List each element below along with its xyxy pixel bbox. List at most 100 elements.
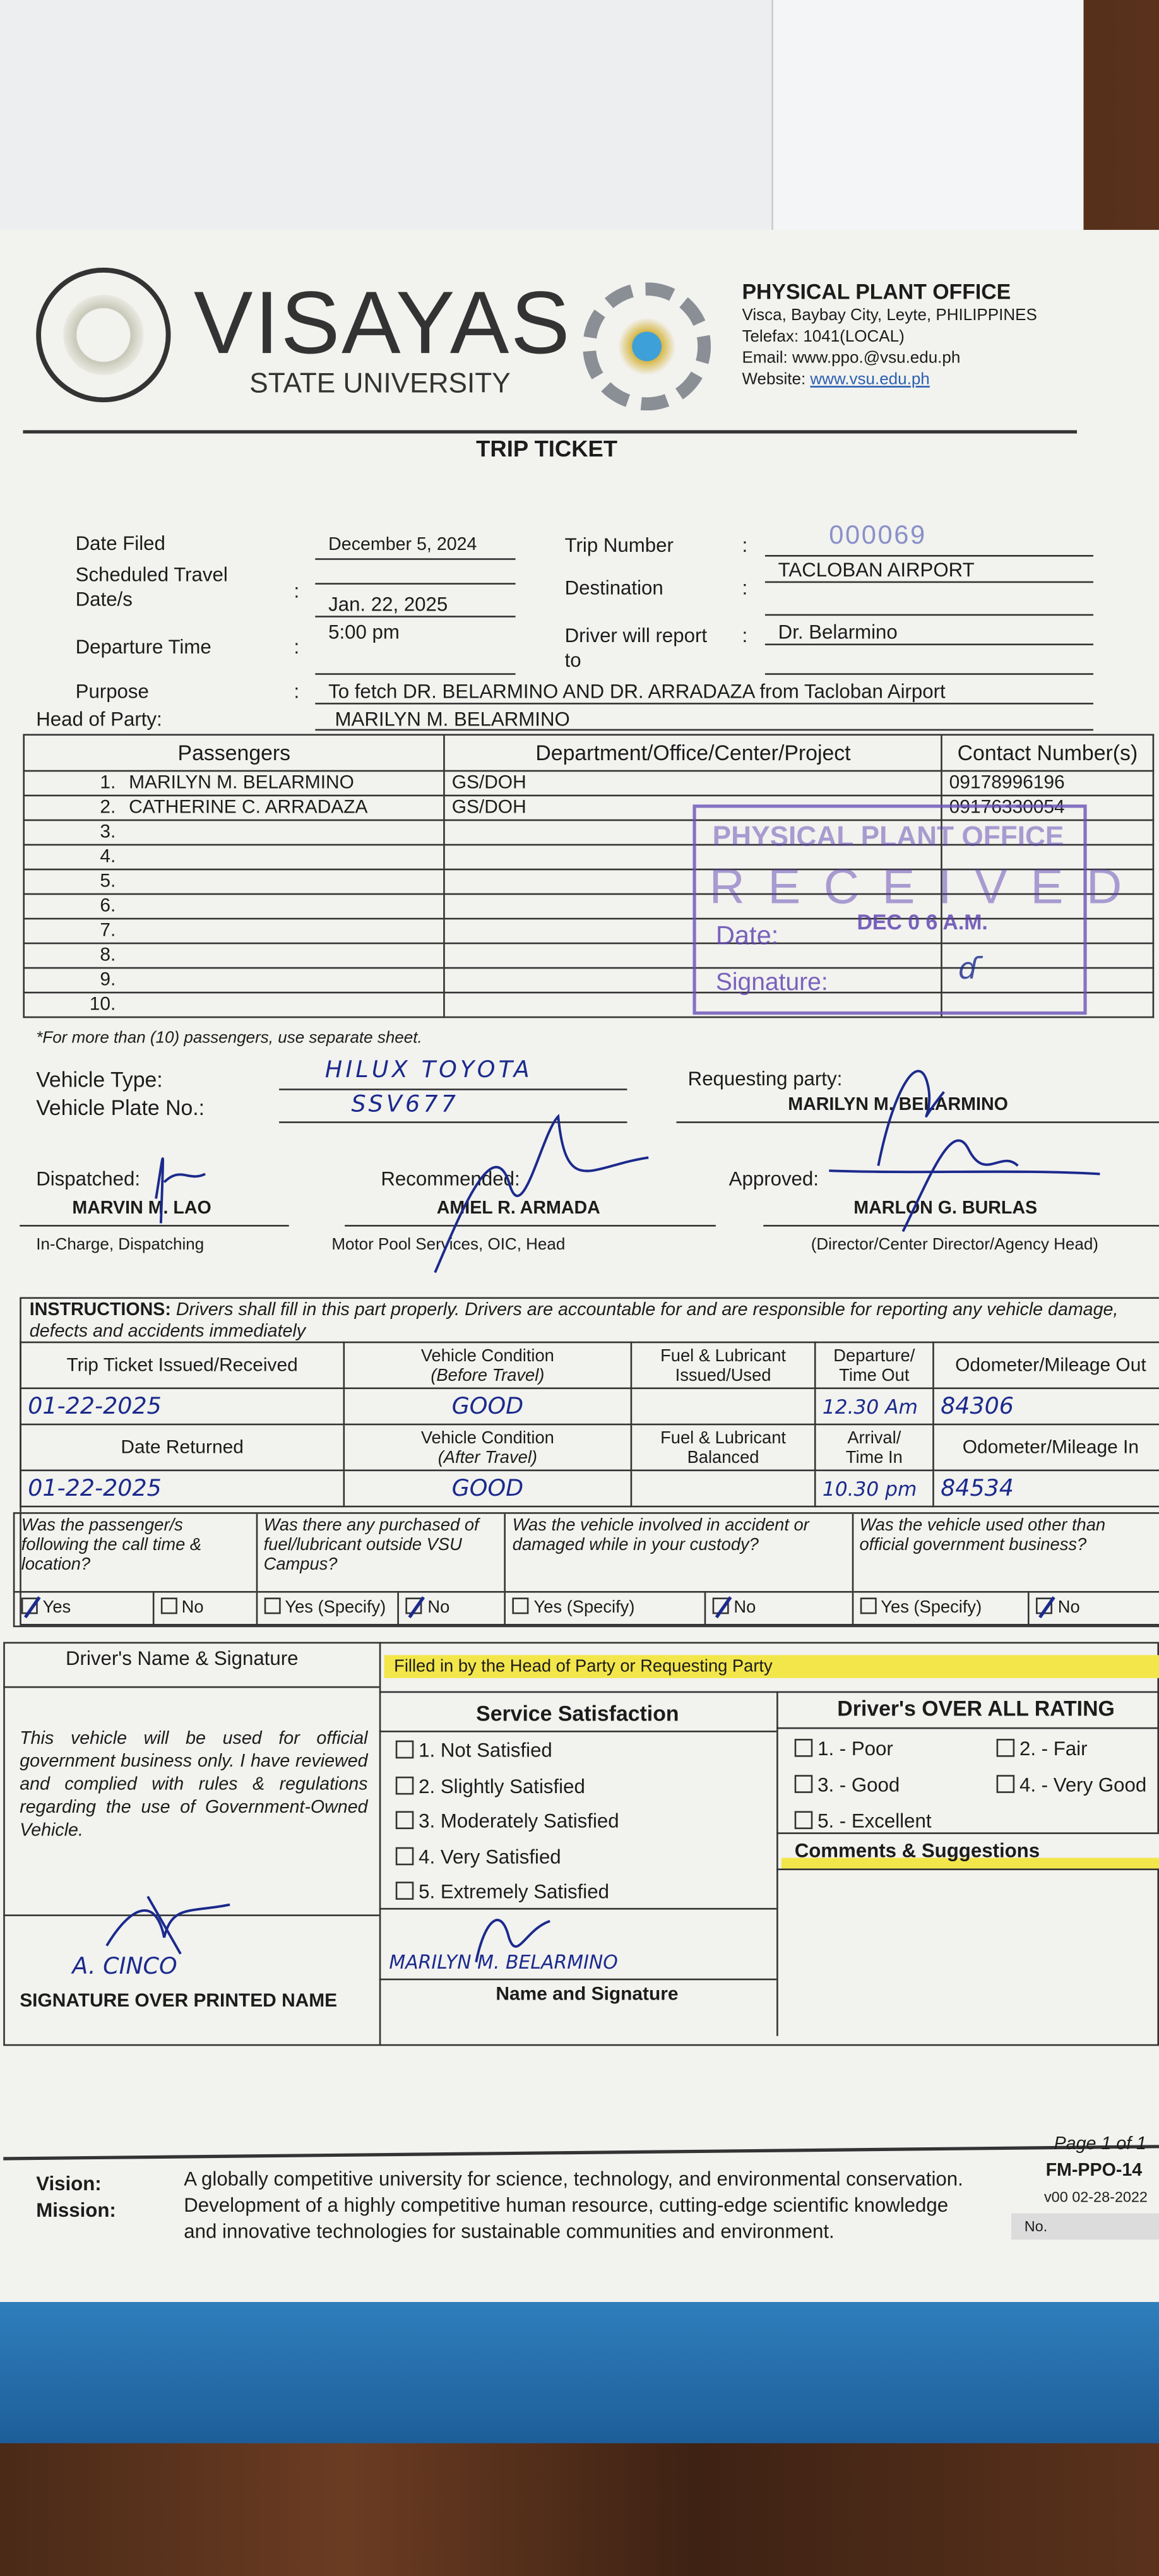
checkbox-icon[interactable] — [395, 1740, 414, 1759]
header-text: (After Travel) — [437, 1447, 538, 1467]
underline — [763, 1225, 1159, 1227]
rating-option[interactable]: 5. - Excellent — [794, 1810, 932, 1832]
divider — [3, 1686, 379, 1688]
question-text: Was the vehicle involved in accident or … — [506, 1514, 852, 1593]
dispatched-label: Dispatched: — [36, 1167, 141, 1191]
signature-dispatched — [155, 1157, 206, 1224]
highlight-banner — [384, 1655, 1159, 1678]
stamp-signature: ɗ — [958, 952, 980, 987]
no-checkbox[interactable]: No — [153, 1593, 255, 1626]
checkbox-icon[interactable] — [395, 1811, 414, 1830]
header-text: Fuel & Lubricant — [660, 1428, 786, 1448]
satisfaction-option[interactable]: 1. Not Satisfied — [395, 1739, 619, 1774]
divider — [23, 430, 1077, 433]
yes-checkbox[interactable]: Yes (Specify) — [257, 1592, 400, 1626]
underline — [764, 555, 1093, 557]
checkbox-icon[interactable] — [794, 1775, 813, 1793]
rating-option[interactable]: 1. - Poor — [794, 1737, 893, 1760]
checkbox-icon[interactable] — [395, 1775, 414, 1794]
vehicle-type-value: HILUX TOYOTA — [324, 1057, 533, 1084]
passenger-department: GS/DOH — [443, 770, 943, 797]
office-address: Visca, Baybay City, Leyte, PHILIPPINES — [742, 307, 1037, 325]
checkbox-icon[interactable] — [263, 1597, 280, 1614]
page-number: Page 1 of 1 — [1054, 2134, 1146, 2154]
checkbox-icon[interactable] — [996, 1739, 1015, 1757]
recommended-label: Recommended: — [381, 1167, 520, 1191]
trip-ticket-document — [0, 230, 1159, 2303]
checkbox-icon[interactable] — [395, 1847, 414, 1865]
no-label: No — [1057, 1597, 1080, 1618]
driver-report-label-2: to — [564, 648, 581, 672]
checkbox-icon[interactable] — [395, 1882, 414, 1900]
number-label: No. — [1024, 2218, 1048, 2235]
satisfaction-option[interactable]: 3. Moderately Satisfied — [395, 1810, 619, 1845]
rating-option[interactable]: 3. - Good — [794, 1774, 900, 1796]
header-departure: Departure/Time Out — [814, 1341, 934, 1390]
head-of-party-label: Head of Party: — [36, 707, 162, 731]
website-label: Website: — [742, 371, 811, 390]
odometer-in: 84534 — [941, 1475, 1014, 1502]
header-trip-ticket: Trip Ticket Issued/Received — [20, 1341, 345, 1390]
vision-label: Vision: — [36, 2172, 102, 2196]
yes-checkbox[interactable]: Yes (Specify) — [853, 1592, 1030, 1626]
no-checkbox[interactable]: No — [706, 1593, 851, 1626]
colon: : — [294, 635, 300, 659]
passenger-number: 3. — [23, 819, 122, 846]
underline — [315, 583, 516, 585]
no-label: No — [181, 1597, 204, 1618]
satisfaction-label: 2. Slightly Satisfied — [419, 1774, 585, 1798]
checkbox-icon[interactable] — [794, 1739, 813, 1757]
signature-approved — [829, 1139, 1100, 1232]
office-website: Website: www.vsu.edu.ph — [742, 371, 929, 390]
checkbox-icon[interactable] — [512, 1597, 529, 1614]
gear-logo-icon — [583, 282, 711, 411]
rating-option[interactable]: 2. - Fair — [996, 1737, 1088, 1760]
satisfaction-option[interactable]: 4. Very Satisfied — [395, 1846, 619, 1881]
passenger-number: 2. — [23, 794, 122, 821]
passenger-number: 9. — [23, 967, 122, 994]
underline — [279, 1088, 627, 1090]
checkbox-icon[interactable] — [1036, 1597, 1054, 1614]
signature-recommended — [434, 1114, 649, 1273]
yes-label: Yes (Specify) — [533, 1597, 635, 1618]
question-cell: Was the vehicle involved in accident or … — [506, 1513, 853, 1626]
header-text: Departure/ — [833, 1345, 915, 1366]
passenger-contact: 09176330054 — [941, 794, 1155, 821]
checkbox-icon[interactable] — [794, 1811, 813, 1830]
checkbox-icon[interactable] — [160, 1597, 177, 1614]
question-cell: Was the vehicle used other than official… — [853, 1514, 1159, 1626]
divider — [776, 1868, 1159, 1871]
yes-checkbox[interactable]: Yes — [15, 1592, 154, 1626]
divider — [379, 1731, 777, 1732]
no-label: No — [427, 1597, 450, 1618]
rating-label: 2. - Fair — [1019, 1737, 1088, 1760]
website-link[interactable]: www.vsu.edu.ph — [810, 371, 930, 390]
header-text: Time Out — [839, 1365, 910, 1385]
rating-option[interactable]: 4. - Very Good — [996, 1774, 1146, 1796]
header-text: Issued/Used — [675, 1365, 771, 1385]
passenger-name — [122, 893, 446, 920]
no-checkbox[interactable]: No — [1030, 1593, 1159, 1626]
number-field — [1011, 2213, 1159, 2240]
header-condition-after: Vehicle Condition (After Travel) — [343, 1423, 633, 1472]
header-text: Vehicle Condition — [420, 1345, 554, 1366]
destination-label: Destination — [564, 576, 663, 600]
checkbox-icon[interactable] — [996, 1775, 1015, 1793]
highlight-banner — [781, 1832, 1159, 1869]
underline — [764, 614, 1093, 616]
header-arrival: Arrival/Time In — [814, 1423, 934, 1472]
satisfaction-option[interactable]: 2. Slightly Satisfied — [395, 1774, 619, 1810]
yes-checkbox[interactable]: Yes (Specify) — [506, 1592, 706, 1626]
checkbox-icon[interactable] — [712, 1597, 729, 1614]
no-checkbox[interactable]: No — [400, 1593, 504, 1626]
header-text: (Before Travel) — [431, 1365, 545, 1385]
checkbox-icon[interactable] — [859, 1597, 876, 1614]
underline — [315, 558, 516, 560]
purpose-value: To fetch DR. BELARMINO AND DR. ARRADAZA … — [328, 679, 946, 703]
table-row: 01-22-2025 GOOD 10.30 pm 84534 — [20, 1469, 1159, 1508]
checkbox-icon[interactable] — [406, 1597, 423, 1614]
checkbox-icon[interactable] — [21, 1597, 38, 1614]
satisfaction-option[interactable]: 5. Extremely Satisfied — [395, 1881, 619, 1916]
divider — [379, 1691, 1159, 1693]
passenger-contact — [941, 819, 1155, 846]
